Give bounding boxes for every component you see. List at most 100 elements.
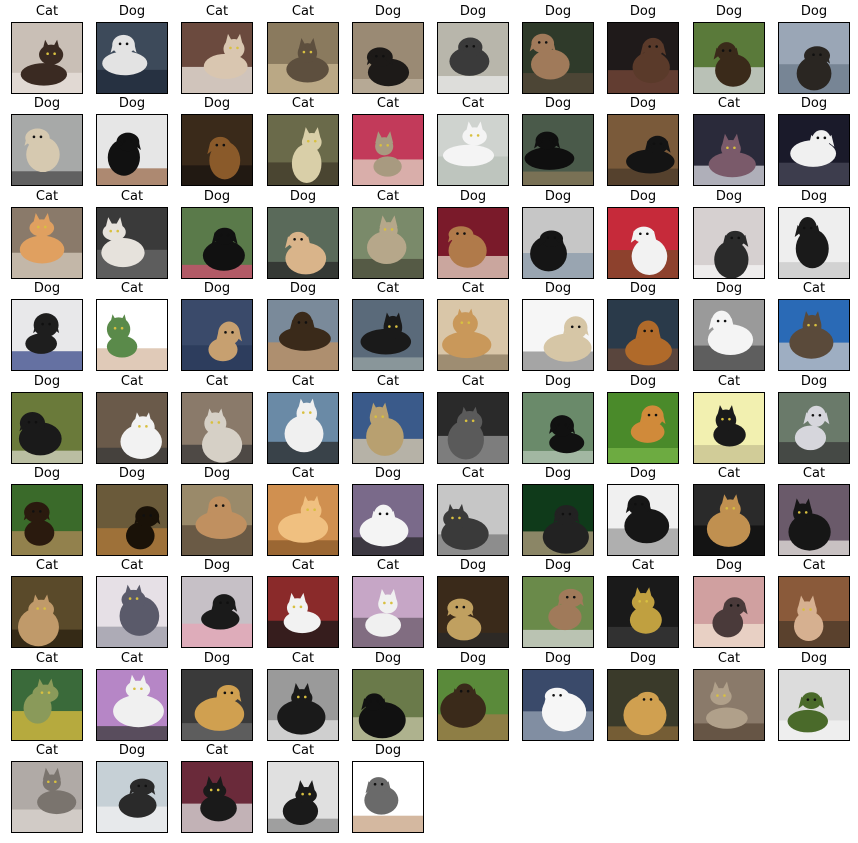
cat-photo bbox=[181, 761, 253, 833]
image-label: Dog bbox=[715, 281, 743, 296]
grid-cell: Cat bbox=[267, 92, 339, 186]
image-label: Dog bbox=[629, 466, 657, 481]
cat-photo bbox=[352, 576, 424, 648]
dog-photo bbox=[607, 207, 679, 279]
dog-photo bbox=[96, 114, 168, 186]
image-label: Cat bbox=[291, 466, 315, 481]
cat-photo bbox=[181, 22, 253, 94]
image-label: Dog bbox=[289, 189, 317, 204]
grid-cell: Dog bbox=[778, 0, 850, 94]
image-label: Dog bbox=[629, 189, 657, 204]
image-label: Dog bbox=[118, 466, 146, 481]
grid-cell: Dog bbox=[96, 0, 168, 94]
image-label: Dog bbox=[544, 189, 572, 204]
cat-photo bbox=[352, 207, 424, 279]
image-label: Cat bbox=[461, 374, 485, 389]
image-label: Cat bbox=[717, 651, 741, 666]
grid-cell: Dog bbox=[607, 370, 679, 464]
image-label: Dog bbox=[800, 651, 828, 666]
grid-cell: Cat bbox=[778, 277, 850, 371]
image-label: Dog bbox=[33, 96, 61, 111]
cat-photo bbox=[267, 576, 339, 648]
dog-photo bbox=[96, 22, 168, 94]
dog-photo bbox=[181, 669, 253, 741]
grid-cell: Cat bbox=[437, 462, 509, 556]
cat-photo bbox=[352, 392, 424, 464]
grid-cell: Cat bbox=[267, 554, 339, 648]
grid-cell: Cat bbox=[693, 370, 765, 464]
grid-cell: Dog bbox=[11, 370, 83, 464]
image-label: Dog bbox=[715, 558, 743, 573]
dog-photo bbox=[522, 576, 594, 648]
image-label: Dog bbox=[203, 281, 231, 296]
dog-photo bbox=[778, 22, 850, 94]
grid-cell: Dog bbox=[522, 462, 594, 556]
grid-cell: Cat bbox=[437, 92, 509, 186]
grid-cell: Dog bbox=[352, 739, 424, 833]
dog-photo bbox=[522, 484, 594, 556]
image-label: Dog bbox=[544, 281, 572, 296]
image-label: Dog bbox=[459, 4, 487, 19]
grid-cell: Dog bbox=[778, 647, 850, 741]
grid-cell: Dog bbox=[352, 647, 424, 741]
grid-cell: Cat bbox=[96, 554, 168, 648]
grid-cell: Dog bbox=[11, 462, 83, 556]
image-label: Cat bbox=[120, 374, 144, 389]
cat-photo bbox=[693, 484, 765, 556]
image-label: Dog bbox=[33, 466, 61, 481]
image-label: Cat bbox=[376, 96, 400, 111]
grid-cell: Dog bbox=[607, 0, 679, 94]
cat-photo bbox=[267, 669, 339, 741]
image-label: Cat bbox=[35, 558, 59, 573]
grid-cell: Dog bbox=[181, 554, 253, 648]
grid-cell: Cat bbox=[181, 0, 253, 94]
image-label: Dog bbox=[374, 651, 402, 666]
image-label: Dog bbox=[459, 651, 487, 666]
cat-photo bbox=[96, 392, 168, 464]
image-label: Dog bbox=[544, 651, 572, 666]
cat-photo bbox=[352, 299, 424, 371]
image-label: Cat bbox=[376, 374, 400, 389]
grid-cell: Cat bbox=[607, 554, 679, 648]
dog-photo bbox=[693, 576, 765, 648]
image-label: Dog bbox=[203, 189, 231, 204]
grid-cell: Dog bbox=[522, 92, 594, 186]
dog-photo bbox=[11, 114, 83, 186]
grid-cell: Dog bbox=[181, 277, 253, 371]
grid-cell: Dog bbox=[181, 92, 253, 186]
cat-photo bbox=[267, 484, 339, 556]
dog-photo bbox=[607, 299, 679, 371]
grid-cell: Cat bbox=[181, 370, 253, 464]
dog-photo bbox=[267, 207, 339, 279]
dog-photo bbox=[437, 207, 509, 279]
grid-cell: Dog bbox=[352, 462, 424, 556]
dog-photo bbox=[607, 392, 679, 464]
image-label: Dog bbox=[715, 189, 743, 204]
image-label: Cat bbox=[802, 466, 826, 481]
dog-photo bbox=[778, 669, 850, 741]
grid-cell: Dog bbox=[352, 0, 424, 94]
grid-cell: Cat bbox=[352, 370, 424, 464]
image-label: Cat bbox=[376, 281, 400, 296]
cat-photo bbox=[11, 22, 83, 94]
image-label: Dog bbox=[544, 558, 572, 573]
grid-cell: Dog bbox=[607, 92, 679, 186]
cat-photo bbox=[181, 392, 253, 464]
grid-cell: Cat bbox=[96, 647, 168, 741]
cat-photo bbox=[267, 114, 339, 186]
grid-cell: Dog bbox=[181, 462, 253, 556]
dog-photo bbox=[11, 392, 83, 464]
image-label: Dog bbox=[459, 189, 487, 204]
grid-cell: Dog bbox=[778, 185, 850, 279]
image-label: Cat bbox=[291, 651, 315, 666]
grid-cell: Cat bbox=[778, 554, 850, 648]
image-label: Dog bbox=[33, 281, 61, 296]
cat-photo bbox=[11, 207, 83, 279]
dog-photo bbox=[522, 114, 594, 186]
dog-photo bbox=[181, 299, 253, 371]
image-label: Cat bbox=[35, 4, 59, 19]
image-label: Cat bbox=[802, 558, 826, 573]
cat-photo bbox=[267, 22, 339, 94]
dog-photo bbox=[778, 207, 850, 279]
